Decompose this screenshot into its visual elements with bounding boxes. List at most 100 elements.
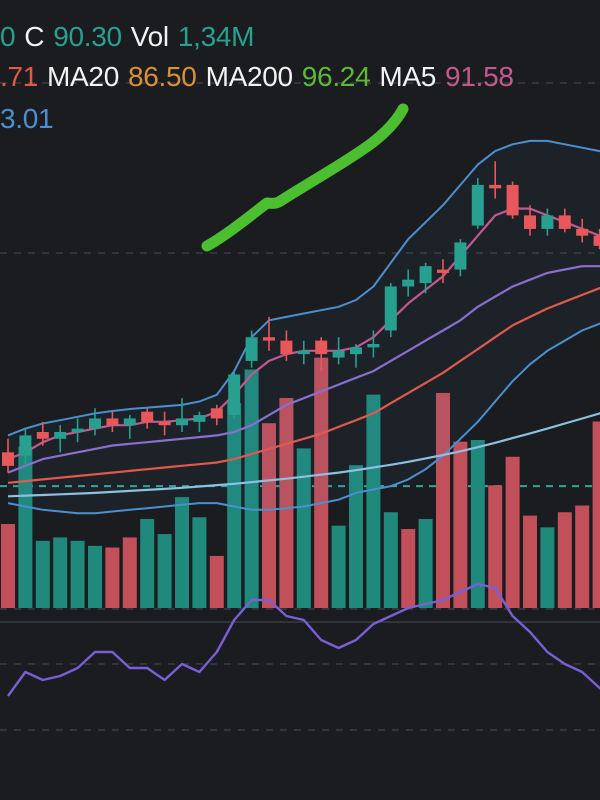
volume-bar — [122, 537, 137, 608]
candle — [19, 428, 32, 466]
volume-bar — [575, 505, 590, 608]
candle — [193, 411, 206, 432]
candle — [36, 421, 49, 446]
candle-body — [36, 432, 49, 439]
volume-bar — [592, 421, 600, 608]
volume-bar — [383, 512, 398, 608]
candle-body — [2, 452, 14, 466]
candle — [54, 425, 67, 453]
candle — [367, 330, 380, 358]
candle — [524, 205, 536, 236]
candle-body — [158, 421, 171, 426]
volume-bar — [262, 423, 276, 608]
ma20-line — [7, 265, 600, 474]
lower-band-line — [7, 322, 600, 515]
candle-body — [454, 242, 467, 270]
ma20-value: 86.50 — [127, 61, 197, 92]
volume-bar — [140, 518, 155, 608]
candle-body — [193, 415, 206, 422]
candle — [402, 269, 415, 297]
volume-bar — [105, 547, 120, 608]
upper-band-line — [7, 139, 600, 437]
candle-body — [332, 350, 345, 358]
volume-bar — [157, 534, 172, 608]
oscillator-line — [7, 582, 600, 697]
slow-ma-line — [7, 412, 600, 498]
candle — [437, 259, 449, 284]
volume-bar — [366, 394, 381, 608]
candle — [541, 208, 554, 236]
candle-body — [263, 337, 275, 341]
volume-bar — [279, 398, 294, 608]
candle — [471, 178, 484, 229]
candle-body — [245, 337, 258, 361]
header-row-price: 0 C 90.30 Vol 1,34M — [0, 22, 254, 52]
candle-body — [176, 418, 188, 426]
volume-bar — [488, 485, 503, 608]
candle-body — [315, 340, 328, 355]
volume-bar — [523, 515, 537, 608]
volume-bar — [192, 517, 207, 608]
band-tail-value: 3.01 — [0, 103, 54, 134]
candle — [297, 340, 310, 365]
ma200-label: MA200 — [205, 61, 294, 92]
volume-label: Vol — [130, 21, 169, 52]
candle-body — [19, 435, 32, 456]
band-fill — [8, 140, 600, 514]
candle-body — [297, 350, 310, 355]
volume-bar — [53, 537, 68, 608]
candle — [384, 283, 397, 338]
close-value: 90.30 — [53, 21, 122, 52]
candle-body — [106, 418, 119, 426]
volume-bar — [436, 392, 450, 608]
candle — [280, 330, 293, 361]
volume-bar — [453, 441, 468, 608]
volume-bar — [540, 527, 555, 608]
price-tail-value: 0 — [0, 21, 16, 52]
mid-ma-line — [7, 286, 600, 484]
ma5-value: 91.58 — [445, 61, 514, 92]
ma-tail-value: .71 — [0, 61, 39, 92]
candle — [158, 411, 171, 436]
ma200-value: 96.24 — [301, 61, 371, 92]
hand-drawn-annotation — [201, 103, 409, 252]
volume-bar — [557, 512, 572, 608]
candle-body — [210, 408, 223, 419]
volume-bar — [349, 465, 363, 608]
candle-body — [280, 340, 293, 355]
candle-body — [558, 215, 571, 229]
candle — [332, 337, 345, 365]
candle — [123, 415, 136, 439]
volume-bar — [296, 448, 311, 608]
candle-body — [541, 215, 554, 229]
volume-bar — [244, 369, 259, 608]
volume-bar — [1, 524, 15, 608]
volume-bar — [18, 446, 33, 608]
band-lines — [7, 139, 600, 515]
candle-body — [489, 184, 502, 189]
candle — [89, 408, 101, 436]
ma20-label: MA20 — [47, 61, 119, 92]
candles — [2, 161, 600, 473]
candle — [489, 161, 502, 199]
candle-body — [506, 184, 519, 216]
candle — [176, 398, 188, 432]
candle-body — [576, 228, 589, 236]
close-label: C — [24, 21, 45, 52]
candle — [210, 404, 223, 426]
candle-body — [419, 266, 432, 284]
candle-body — [89, 418, 101, 429]
volume-bar — [175, 497, 189, 608]
volume-bar — [70, 540, 85, 608]
candle-body — [71, 428, 84, 432]
volume-bar — [401, 529, 416, 608]
candle — [141, 408, 154, 429]
candle-body — [54, 432, 67, 439]
volume-bar — [209, 555, 224, 608]
candle — [245, 330, 258, 368]
header-row-band: 3.01 — [0, 103, 54, 134]
candle — [263, 316, 275, 351]
candle — [2, 438, 14, 473]
candle-body — [437, 269, 449, 273]
